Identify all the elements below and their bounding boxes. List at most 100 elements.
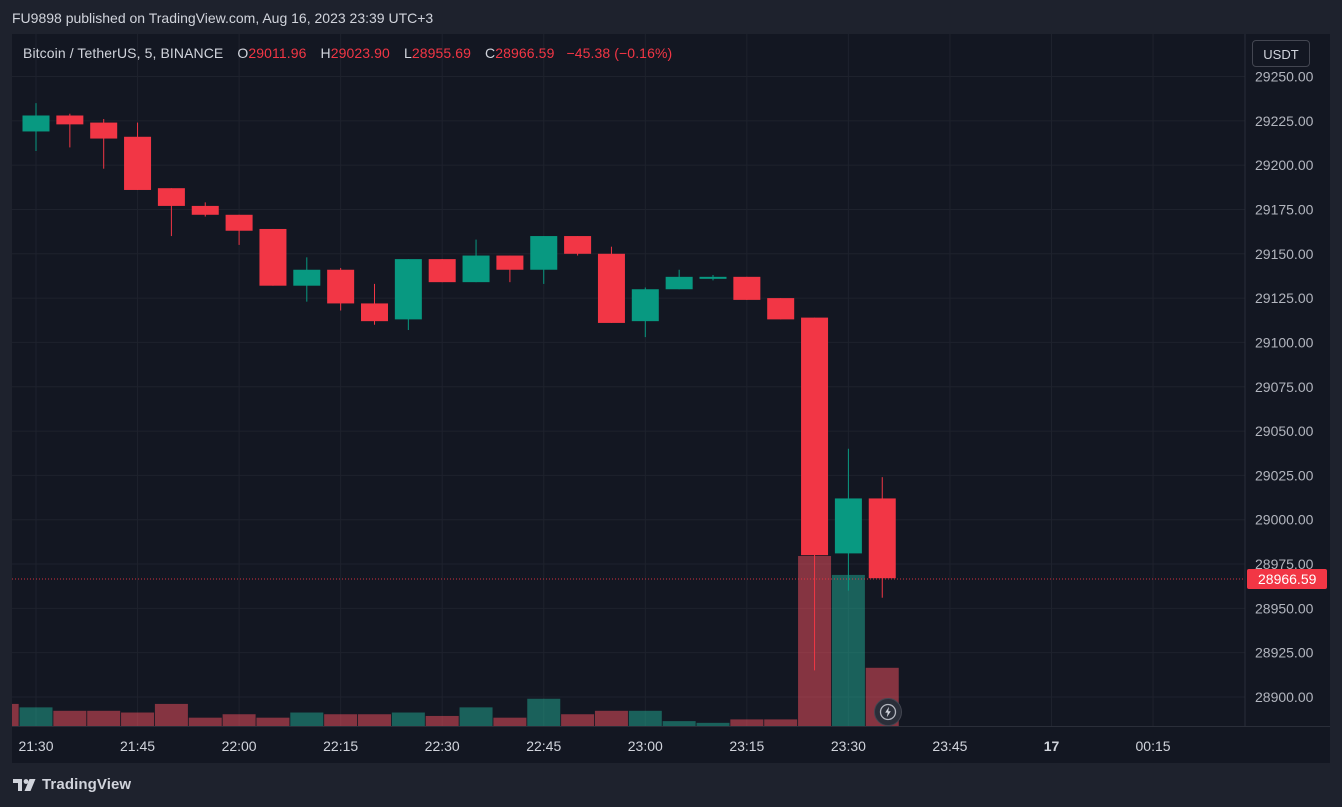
time-tick-label: 00:15 (1136, 738, 1171, 754)
candle-body (462, 255, 490, 283)
volume-bar (527, 698, 561, 728)
candle-body (259, 228, 287, 286)
price-tick-label: 29225.00 (1255, 113, 1314, 129)
volume-bar (628, 710, 662, 728)
volume-bar (53, 710, 87, 728)
price-tick-label: 29175.00 (1255, 201, 1314, 217)
candle-body (124, 136, 152, 190)
chart-pane[interactable]: 29250.00 29225.00 29200.00 29175.00 29150.00… (12, 34, 1330, 763)
change-value: −45.38 (−0.16%) (566, 45, 673, 61)
candle-body (394, 259, 422, 320)
volume-bar (12, 703, 19, 728)
candle-body (767, 298, 795, 320)
volume-bar (121, 712, 155, 728)
open-label: O (237, 45, 249, 61)
price-tick-label: 28900.00 (1255, 689, 1314, 705)
candle-body (665, 276, 693, 290)
price-tick-label: 29125.00 (1255, 290, 1314, 306)
candle-body (428, 259, 456, 283)
volume-bar (594, 710, 628, 728)
currency-button[interactable]: USDT (1252, 40, 1310, 67)
candle-body (90, 122, 118, 139)
volume-bar (696, 722, 730, 728)
price-axis (1245, 34, 1330, 726)
footer-brand[interactable]: TradingView (12, 776, 131, 793)
volume-bar (154, 703, 188, 728)
price-tick-label: 29150.00 (1255, 246, 1314, 262)
candle-body (631, 289, 659, 322)
volume-bar (561, 714, 595, 728)
candle-body (530, 236, 558, 270)
volume-bar (256, 717, 290, 728)
price-tick-label: 28925.00 (1255, 645, 1314, 661)
last-price-badge (1247, 568, 1327, 589)
close-value: 28966.59 (495, 45, 555, 61)
volume-bar (188, 717, 222, 728)
time-tick-label: 23:45 (932, 738, 967, 754)
price-tick-label: 29250.00 (1255, 69, 1314, 85)
time-tick-label: 23:15 (729, 738, 764, 754)
time-tick-label: 17 (1044, 738, 1060, 754)
volume-bar (391, 712, 425, 728)
time-tick-label: 23:30 (831, 738, 866, 754)
time-axis (12, 726, 1330, 763)
price-tick-label: 28975.00 (1255, 556, 1314, 572)
candle-body (225, 214, 253, 231)
last-price-label: 28966.59 (1258, 571, 1317, 587)
candle-body (496, 255, 524, 270)
volume-bar (493, 717, 527, 728)
lightning-bolt-icon (879, 703, 897, 721)
volume-bar (831, 574, 865, 728)
open-value: 29011.96 (248, 45, 307, 61)
candle-body (361, 303, 388, 322)
low-label: L (403, 45, 412, 61)
candle-body (157, 188, 185, 206)
candle-body (293, 269, 321, 286)
price-tick-label: 29075.00 (1255, 379, 1314, 395)
volume-bar (764, 719, 798, 728)
candle-body (834, 498, 862, 554)
bolt-button[interactable] (874, 698, 902, 726)
time-tick-label: 23:00 (628, 738, 663, 754)
volume-bar (358, 714, 391, 728)
price-tick-label: 28950.00 (1255, 600, 1314, 616)
footer-brand-label: TradingView (42, 776, 132, 793)
candle-body (699, 276, 727, 279)
volume-bar (290, 712, 324, 728)
time-tick-label: 22:15 (323, 738, 358, 754)
volume-bar (19, 707, 53, 728)
candle-body (56, 115, 84, 125)
chart-canvas[interactable]: 29250.00 29225.00 29200.00 29175.00 29150.00… (12, 34, 1330, 763)
close-label: C (485, 45, 496, 61)
candle-body (191, 205, 219, 215)
price-tick-label: 29200.00 (1255, 157, 1314, 173)
low-value: 28955.69 (411, 45, 472, 61)
price-tick-label: 29050.00 (1255, 423, 1314, 439)
price-tick-label: 29000.00 (1255, 512, 1314, 528)
price-tick-label: 29025.00 (1255, 467, 1314, 483)
time-tick-label: 21:45 (120, 738, 155, 754)
candle-body (733, 276, 761, 300)
time-tick-label: 22:00 (222, 738, 257, 754)
volume-bar (222, 714, 256, 728)
volume-bar (425, 715, 459, 728)
time-tick-label: 21:30 (18, 738, 53, 754)
volume-bar (662, 721, 696, 728)
symbol-title[interactable]: Bitcoin / TetherUS, 5, BINANCE (23, 45, 224, 61)
publish-header: FU9898 published on TradingView.com, Aug… (12, 10, 434, 26)
tradingview-logo-icon (13, 778, 36, 791)
candle-body (22, 115, 50, 132)
price-tick-label: 29100.00 (1255, 334, 1314, 350)
candle-body (564, 236, 592, 254)
candle-body (801, 317, 829, 556)
high-value: 29023.90 (330, 45, 390, 61)
volume-bar (87, 710, 121, 728)
candle-body (327, 269, 355, 304)
volume-bar (324, 714, 358, 728)
time-tick-label: 22:45 (526, 738, 561, 754)
ohlc-legend: Bitcoin / TetherUS, 5, BINANCE O29011.96… (23, 45, 672, 61)
candle-body (868, 498, 896, 579)
volume-bar (730, 719, 764, 728)
high-label: H (320, 45, 331, 61)
volume-bar (459, 707, 493, 728)
